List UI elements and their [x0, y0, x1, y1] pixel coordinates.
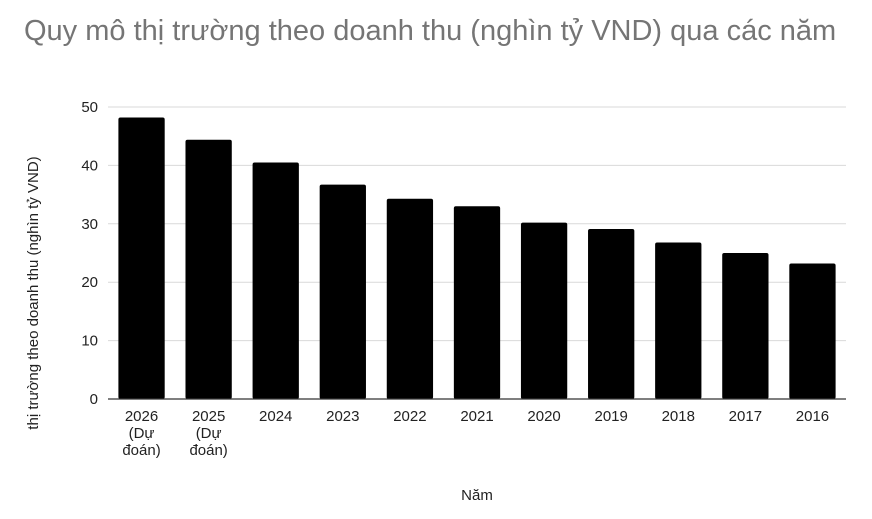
- y-tick-label: 40: [81, 157, 98, 174]
- bar: [386, 198, 434, 399]
- x-tick-labels: 2026 (Dự đoán) 2025 (Dự đoán) 2024 2023 2022 2021…: [122, 408, 829, 459]
- x-tick-label: 2018: [662, 408, 695, 425]
- y-axis-title: thị trường theo doanh thu (nghìn tỷ VND): [25, 156, 42, 429]
- x-tick-label: 2021: [460, 408, 493, 425]
- y-tick-label: 30: [81, 216, 98, 233]
- x-tick-label: 2025 (Dự đoán): [189, 408, 227, 459]
- x-tick-label: 2023: [326, 408, 359, 425]
- y-tick-label: 10: [81, 333, 98, 350]
- bar: [319, 184, 366, 399]
- bar: [520, 222, 568, 399]
- y-tick-label: 50: [81, 99, 98, 116]
- bar: [118, 117, 165, 400]
- x-tick-label: 2016: [796, 408, 829, 425]
- y-tick-labels: 0 10 20 30 40 50: [81, 99, 98, 408]
- x-axis-title: Năm: [461, 487, 493, 504]
- x-tick-label: 2024: [259, 408, 292, 425]
- y-tick-label: 20: [81, 274, 98, 291]
- x-tick-label: 2017: [729, 408, 762, 425]
- bar: [185, 139, 232, 400]
- bar: [789, 263, 836, 399]
- x-tick-label: 2020: [527, 408, 560, 425]
- bar: [655, 242, 702, 399]
- bar: [453, 206, 501, 399]
- bar: [588, 229, 635, 399]
- x-tick-label: 2019: [594, 408, 627, 425]
- bar: [722, 253, 769, 399]
- x-tick-label: 2026 (Dự đoán): [122, 408, 160, 459]
- bars: [118, 117, 836, 400]
- x-tick-label: 2022: [393, 408, 426, 425]
- chart-title: Quy mô thị trường theo doanh thu (nghìn …: [24, 15, 837, 47]
- bar: [252, 162, 299, 399]
- y-tick-label: 0: [90, 391, 98, 408]
